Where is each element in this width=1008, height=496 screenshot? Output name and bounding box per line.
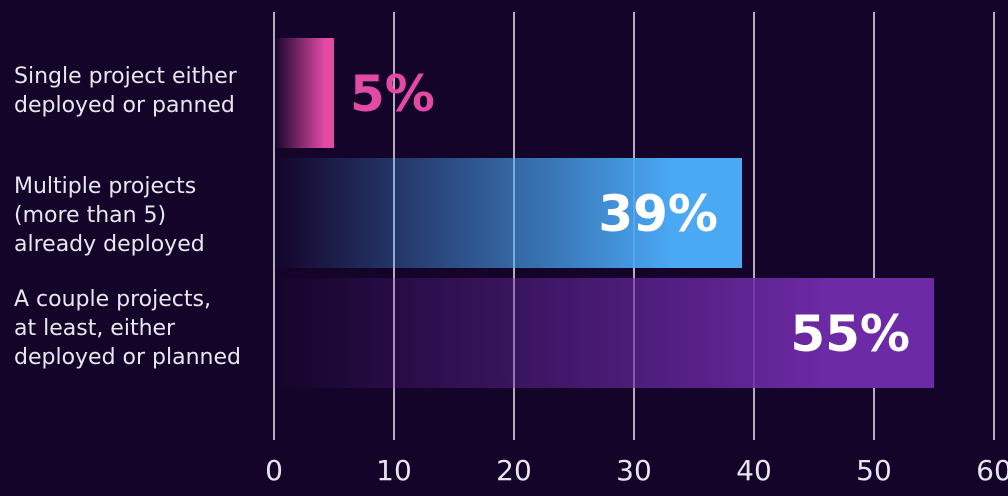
value-labels: 5% 39% 55% [350, 65, 910, 363]
category-label-single: Single project either deployed or panned [14, 64, 237, 118]
x-tick-label: 60 [976, 454, 1008, 487]
category-label-couple: A couple projects, at least, either depl… [14, 287, 241, 370]
value-label: 5% [350, 65, 435, 123]
x-tick-label: 30 [616, 454, 652, 487]
x-tick-label: 10 [376, 454, 412, 487]
bar [274, 38, 334, 148]
x-tick-label: 40 [736, 454, 772, 487]
value-label: 55% [790, 305, 910, 363]
category-label-multiple: Multiple projects (more than 5) already … [14, 174, 205, 257]
value-label: 39% [598, 185, 718, 243]
x-tick-label: 50 [856, 454, 892, 487]
bar [274, 158, 742, 268]
x-tick-label: 0 [265, 454, 283, 487]
x-tick-labels: 0 10 20 30 40 50 60 [265, 454, 1008, 487]
bars [274, 38, 934, 388]
x-tick-label: 20 [496, 454, 532, 487]
bar [274, 278, 934, 388]
